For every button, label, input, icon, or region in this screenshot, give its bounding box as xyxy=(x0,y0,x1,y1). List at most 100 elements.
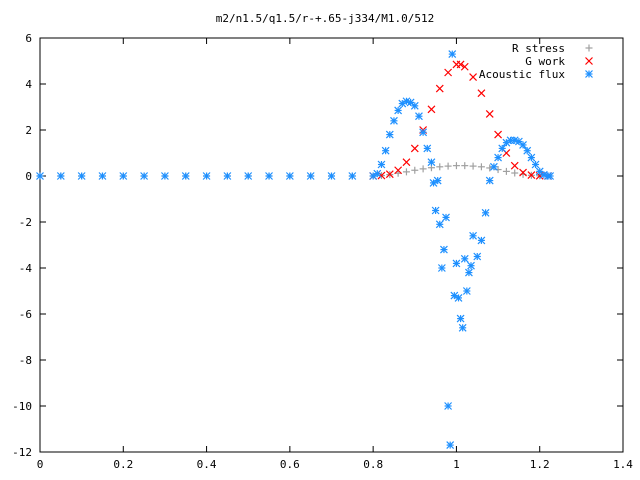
axes: 0 0.2 0.4 0.6 0.8 1 1.2 1.4 6 4 2 0 -2 -4 -6 -8 -10 -12 xyxy=(12,32,633,471)
data-point xyxy=(394,166,403,175)
data-point xyxy=(140,172,149,180)
data-point xyxy=(527,171,536,180)
data-point xyxy=(285,172,294,180)
data-point xyxy=(469,231,478,240)
data-point xyxy=(546,172,555,180)
data-point xyxy=(444,68,453,77)
data-point xyxy=(435,220,444,229)
data-point xyxy=(489,162,498,171)
data-point xyxy=(98,172,107,180)
legend-marker xyxy=(585,57,593,65)
data-point xyxy=(348,172,357,180)
series-1 xyxy=(369,60,552,180)
data-point xyxy=(223,172,232,180)
data-point xyxy=(442,213,450,222)
legend-marker xyxy=(585,70,593,78)
data-point xyxy=(435,84,444,93)
data-point xyxy=(494,166,502,174)
data-point xyxy=(440,245,448,254)
data-point xyxy=(467,261,475,270)
data-point xyxy=(462,287,471,295)
data-point xyxy=(306,172,315,180)
x-tick-label: 0.2 xyxy=(113,458,133,471)
y-tick-label: -12 xyxy=(12,446,32,459)
series-0 xyxy=(36,162,552,180)
data-point xyxy=(161,172,169,180)
data-point xyxy=(444,402,453,410)
x-tick-label: 1 xyxy=(453,458,460,471)
x-tick-label: 0.8 xyxy=(363,458,383,471)
legend-label: Acoustic flux xyxy=(479,68,565,81)
x-tick-label: 0 xyxy=(37,458,44,471)
legend-marker xyxy=(585,44,593,52)
data-point xyxy=(402,168,410,176)
y-tick-label: -2 xyxy=(19,216,32,229)
legend-label: G work xyxy=(525,55,565,68)
data-point xyxy=(77,172,86,180)
data-point xyxy=(411,166,419,174)
data-point xyxy=(427,105,436,114)
data-point xyxy=(446,441,455,450)
data-point xyxy=(477,89,486,98)
data-point xyxy=(423,144,432,153)
data-point xyxy=(523,146,532,155)
data-point xyxy=(452,259,461,268)
series-2 xyxy=(36,50,555,450)
data-point xyxy=(477,236,486,245)
data-point xyxy=(452,162,460,170)
data-point xyxy=(431,206,440,215)
y-tick-label: 6 xyxy=(25,32,32,45)
data-point xyxy=(373,169,382,178)
data-point xyxy=(464,268,473,277)
chart-title: m2/n1.5/q1.5/r-+.65-j334/M1.0/512 xyxy=(216,12,435,25)
data-point xyxy=(460,62,469,71)
data-point xyxy=(473,252,482,261)
data-marks xyxy=(36,50,555,450)
y-tick-label: 2 xyxy=(25,124,32,137)
data-point xyxy=(410,101,419,110)
data-point xyxy=(469,73,478,82)
data-point xyxy=(494,130,502,139)
data-point xyxy=(202,172,211,180)
data-point xyxy=(402,158,411,167)
data-point xyxy=(427,158,436,167)
data-point xyxy=(456,314,465,323)
y-tick-label: -8 xyxy=(19,354,32,367)
data-point xyxy=(527,153,536,162)
data-point xyxy=(265,172,273,180)
data-point xyxy=(448,50,457,59)
y-tick-label: -4 xyxy=(19,262,33,275)
data-point xyxy=(510,161,519,170)
data-point xyxy=(119,172,128,180)
data-point xyxy=(437,264,446,272)
data-point xyxy=(458,323,467,332)
data-point xyxy=(244,172,253,180)
data-point xyxy=(36,172,44,180)
y-tick-label: -6 xyxy=(19,308,32,321)
data-point xyxy=(502,167,510,175)
y-tick-label: 0 xyxy=(25,170,32,183)
data-point xyxy=(477,163,485,171)
data-point xyxy=(394,106,403,115)
data-point xyxy=(481,208,490,217)
data-point xyxy=(494,153,502,162)
data-point xyxy=(385,130,394,139)
plot-frame xyxy=(39,37,624,453)
data-point xyxy=(519,168,527,177)
data-point xyxy=(531,160,540,169)
data-point xyxy=(460,254,469,263)
data-point xyxy=(327,172,336,180)
y-tick-label: -10 xyxy=(12,400,32,413)
data-point xyxy=(419,165,427,173)
data-point xyxy=(390,116,398,125)
data-point xyxy=(469,162,477,170)
x-tick-label: 1.2 xyxy=(530,458,550,471)
x-tick-label: 1.4 xyxy=(613,458,633,471)
y-tick-label: 4 xyxy=(25,78,32,91)
data-point xyxy=(485,176,494,185)
data-point xyxy=(377,160,386,169)
data-point xyxy=(461,162,469,170)
data-point xyxy=(410,144,419,153)
data-point xyxy=(436,163,444,171)
